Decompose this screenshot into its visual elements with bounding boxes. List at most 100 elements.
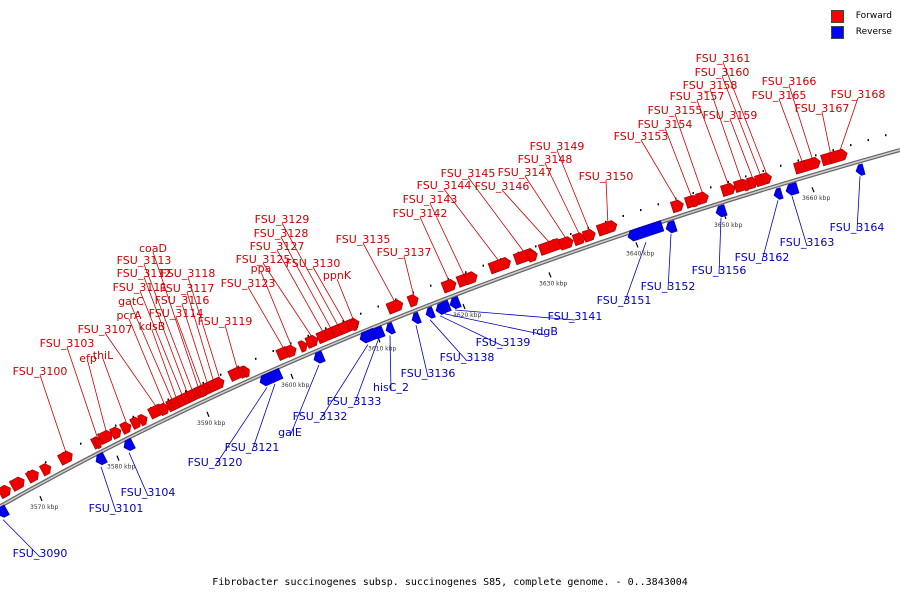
gene-shape: [241, 365, 250, 378]
label-leader-line: [87, 361, 108, 435]
label-leader-line: [214, 387, 268, 467]
label-leader-line: [838, 97, 859, 154]
gene-label-FSU_3168: FSU_3168: [831, 88, 886, 101]
gene-label-coaD: coaD: [139, 242, 167, 255]
label-leader-line: [143, 276, 189, 395]
scale-tick-label: 3630 kbp: [539, 280, 567, 287]
minor-tick: [570, 232, 572, 235]
gene-shape: [665, 220, 678, 234]
gene-label-FSU_3103: FSU_3103: [40, 337, 95, 350]
scale-tick-label: 3600 kbp: [281, 382, 309, 389]
scale-tick-label: 3610 kbp: [368, 345, 396, 352]
gene-label-FSU_3125: FSU_3125: [236, 253, 291, 266]
gene-label-FSU_3156: FSU_3156: [692, 264, 747, 277]
minor-tick: [342, 319, 344, 322]
label-leader-line: [718, 217, 722, 275]
scale-tick: [811, 186, 815, 193]
label-leader-line: [143, 263, 194, 393]
label-leader-line: [260, 271, 293, 348]
gene-label-FSU_3149: FSU_3149: [530, 140, 585, 153]
label-leader-line: [280, 236, 333, 331]
gene-label-FSU_3147: FSU_3147: [498, 166, 553, 179]
gene-label-FSU_3151: FSU_3151: [597, 294, 652, 307]
gene-label-pcrA: pcrA: [116, 309, 142, 322]
gene-label-FSU_3120: FSU_3120: [188, 456, 243, 469]
minor-tick: [815, 154, 817, 157]
gene-forward-FSU_3118: [212, 376, 225, 391]
gene-shape: [119, 421, 132, 435]
scale-tick-label: 3620 kbp: [453, 312, 481, 319]
gene-label-FSU_3101: FSU_3101: [89, 502, 144, 515]
gene-forward-FSU_3148: [571, 232, 586, 247]
gene-reverse-FSU_3138: [425, 306, 436, 319]
gene-shape: [828, 148, 848, 164]
label-leader-line: [139, 290, 184, 398]
gene-shape: [581, 228, 596, 243]
scale-tick: [462, 303, 466, 310]
gene-label-FSU_3132: FSU_3132: [293, 410, 348, 423]
minor-tick: [377, 305, 379, 308]
gene-forward-FSU_3157: [719, 182, 736, 198]
gene-shape: [411, 311, 422, 325]
gene-label-FSU_3100: FSU_3100: [13, 365, 68, 378]
minor-tick: [657, 203, 659, 206]
gene-label-hisC_2: hisC_2: [373, 381, 409, 394]
scale-tick: [290, 373, 294, 380]
gene-label-FSU_3135: FSU_3135: [336, 233, 391, 246]
gene-shape: [595, 220, 618, 237]
label-leader-line: [454, 309, 576, 321]
gene-label-FSU_3137: FSU_3137: [377, 246, 432, 259]
gene-label-FSU_3123: FSU_3123: [221, 277, 276, 290]
label-leader-line: [524, 175, 568, 241]
minor-tick: [115, 424, 117, 427]
gene-label-kdsB: kdsB: [139, 320, 166, 333]
gene-label-FSU_3165: FSU_3165: [752, 89, 807, 102]
label-leader-line: [312, 266, 347, 325]
gene-label-FSU_3116: FSU_3116: [155, 294, 210, 307]
label-leader-line: [104, 332, 159, 410]
scale-tick-label: 3590 kbp: [197, 420, 225, 427]
gene-forward-unlabeled: [525, 249, 538, 263]
gene-forward-FSU_3137: [406, 294, 419, 308]
minor-tick: [220, 373, 222, 376]
gene-reverse-FSU_3136: [411, 311, 422, 325]
gene-shape: [525, 249, 538, 263]
gene-label-FSU_3127: FSU_3127: [250, 240, 305, 253]
gene-label-ppa: ppa: [251, 262, 272, 275]
gene-shape: [449, 295, 462, 310]
gene-forward-FSU_3150: [595, 220, 618, 237]
gene-shape: [109, 426, 122, 440]
gene-label-FSU_3128: FSU_3128: [254, 227, 309, 240]
label-leader-line: [128, 452, 149, 497]
gene-shape: [425, 306, 436, 319]
gene-label-FSU_3119: FSU_3119: [198, 315, 253, 328]
legend-reverse-swatch: [830, 25, 844, 39]
gene-shape: [742, 179, 751, 192]
label-leader-line: [419, 216, 451, 284]
label-leader-line: [791, 196, 808, 247]
scale-tick-label: 3640 kbp: [626, 250, 654, 257]
label-leader-line: [362, 242, 397, 305]
gene-forward-unlabeled: [93, 437, 102, 450]
scale-tick: [635, 242, 639, 248]
minor-tick: [727, 180, 729, 183]
gene-shape: [627, 220, 665, 242]
label-leader-line: [319, 344, 369, 421]
gene-label-FSU_3154: FSU_3154: [638, 118, 693, 131]
gene-forward-FSU_3147: [557, 236, 574, 251]
gene-shape: [95, 451, 108, 466]
gene-shape: [760, 172, 772, 186]
minor-tick: [535, 245, 537, 248]
gene-reverse-FSU_3164: [855, 163, 866, 176]
minor-tick: [80, 442, 82, 445]
gene-label-rdgB: rdgB: [532, 325, 558, 338]
legend-reverse: Reverse: [830, 24, 892, 40]
gene-shape: [137, 414, 148, 427]
label-leader-line: [605, 179, 609, 226]
gene-shape: [304, 334, 319, 349]
minor-tick: [762, 170, 764, 173]
gene-label-FSU_3107: FSU_3107: [78, 323, 133, 336]
label-leader-line: [403, 255, 415, 298]
gene-forward-unlabeled: [24, 469, 39, 484]
gene-shape: [385, 322, 396, 335]
